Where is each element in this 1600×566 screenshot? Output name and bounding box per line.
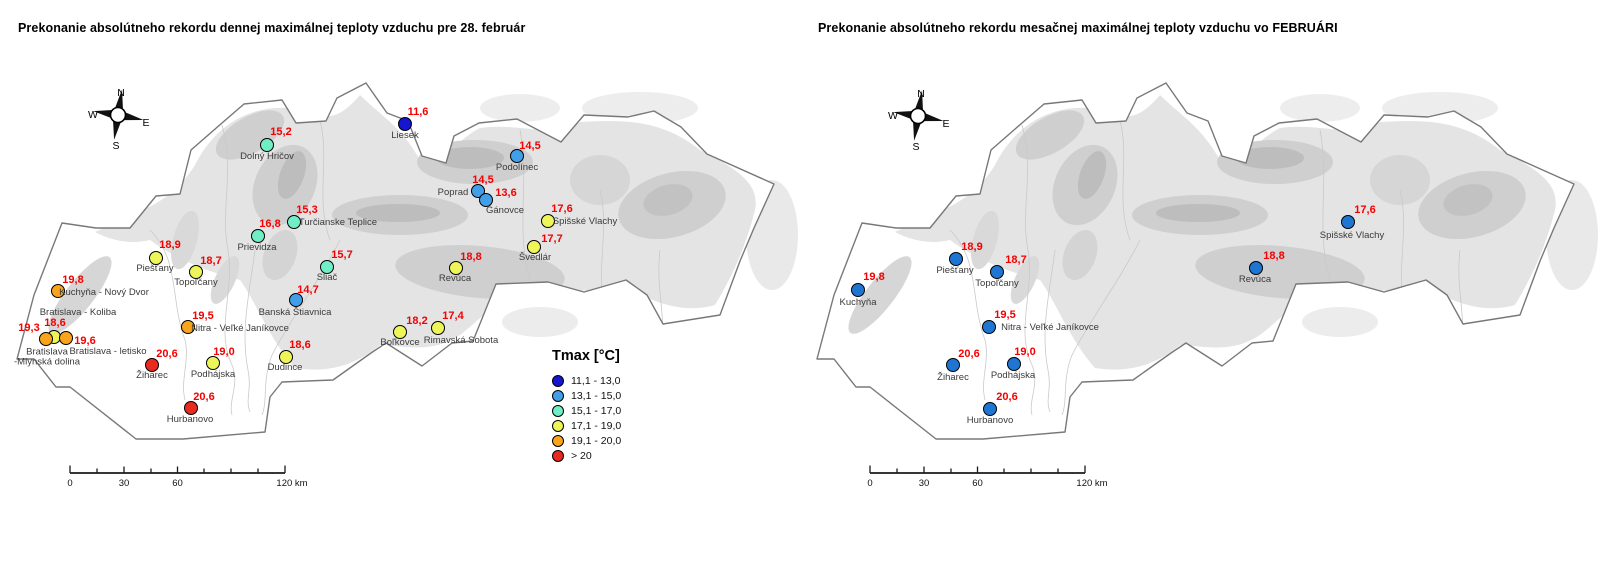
map-panel-monthly: Prekonanie absolútneho rekordu mesačnej … xyxy=(800,0,1600,566)
scale-tick-120: 120 km xyxy=(1076,478,1107,489)
scale-bar: 0 30 60 120 km xyxy=(67,464,308,489)
legend-item: 13,1 - 15,0 xyxy=(552,388,692,403)
compass-south-label: S xyxy=(112,140,119,152)
legend-item: 11,1 - 13,0 xyxy=(552,373,692,388)
scale-tick-0: 0 xyxy=(67,478,72,489)
legend-item: 15,1 - 17,0 xyxy=(552,403,692,418)
scale-tick-60: 60 xyxy=(172,478,183,489)
map-title-daily: Prekonanie absolútneho rekordu dennej ma… xyxy=(18,21,526,35)
map-title-monthly: Prekonanie absolútneho rekordu mesačnej … xyxy=(818,21,1338,35)
legend-label: 15,1 - 17,0 xyxy=(571,404,622,417)
legend-label: 17,1 - 19,0 xyxy=(571,419,622,432)
legend-items: 11,1 - 13,0 13,1 - 15,0 15,1 - 17,0 17,1… xyxy=(552,373,692,463)
legend-color-dot xyxy=(552,374,564,387)
legend-label: 19,1 - 20,0 xyxy=(571,434,622,447)
compass-north-label: N xyxy=(917,88,925,100)
compass-north-label: N xyxy=(117,87,125,99)
legend-label: 11,1 - 13,0 xyxy=(571,374,621,387)
legend-title: Tmax [°C] xyxy=(552,348,620,364)
legend-label: 13,1 - 15,0 xyxy=(571,389,622,402)
compass-rose: N W E S xyxy=(888,85,950,153)
map-panel-daily: Prekonanie absolútneho rekordu dennej ma… xyxy=(0,0,800,489)
compass-rose: N W E S xyxy=(88,84,150,152)
legend-color-dot xyxy=(552,404,564,417)
scale-bar: 0 30 60 120 km xyxy=(867,464,1108,489)
compass-east-label: E xyxy=(942,118,949,130)
legend-color-dot xyxy=(552,449,564,462)
scale-tick-120: 120 km xyxy=(276,478,307,489)
compass-west-label: W xyxy=(888,110,898,122)
compass-south-label: S xyxy=(912,141,919,153)
scale-tick-30: 30 xyxy=(119,478,130,489)
scale-tick-30: 30 xyxy=(919,478,930,489)
scale-tick-60: 60 xyxy=(972,478,983,489)
legend-color-dot xyxy=(552,389,564,402)
compass-west-label: W xyxy=(88,109,98,121)
slovakia-basemap: N W E S 0 30 60 120 km xyxy=(800,0,1600,489)
compass-east-label: E xyxy=(142,117,149,129)
legend: Tmax [°C] 11,1 - 13,0 13,1 - 15,0 15,1 -… xyxy=(552,348,692,463)
scale-tick-0: 0 xyxy=(867,478,872,489)
slovakia-basemap: N W E S 0 30 60 120 km xyxy=(0,0,800,489)
legend-item: > 20 xyxy=(552,448,692,463)
legend-color-dot xyxy=(552,419,564,432)
legend-label: > 20 xyxy=(571,449,592,462)
legend-color-dot xyxy=(552,434,564,447)
legend-item: 19,1 - 20,0 xyxy=(552,433,692,448)
legend-item: 17,1 - 19,0 xyxy=(552,418,692,433)
